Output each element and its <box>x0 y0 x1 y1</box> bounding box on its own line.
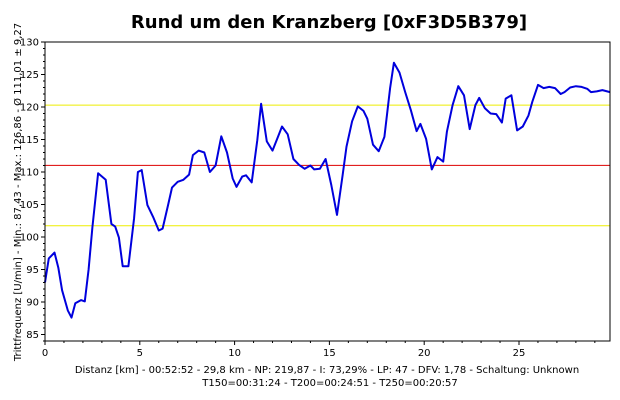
y-tick-label: 95 <box>26 265 39 276</box>
series-group <box>44 61 611 319</box>
x-tick-label: 20 <box>418 348 431 359</box>
x-tick-label: 5 <box>137 348 143 359</box>
y-tick-label: 130 <box>20 38 39 49</box>
x-axis-label-line2: T150=00:31:24 - T200=00:24:51 - T250=00:… <box>201 378 457 389</box>
y-tick-label: 100 <box>20 233 39 244</box>
y-tick-label: 120 <box>20 103 39 114</box>
x-axis: 0 5 10 15 20 25 <box>42 341 596 359</box>
y-tick-label: 105 <box>20 200 39 211</box>
x-axis-label-line1: Distanz [km] - 00:52:52 - 29,8 km - NP: … <box>75 365 579 376</box>
y-axis: 85 90 95 100 105 110 115 120 125 130 <box>20 38 45 342</box>
x-tick-label: 15 <box>323 348 336 359</box>
x-tick-label: 0 <box>42 348 48 359</box>
series-line-0 <box>44 61 611 319</box>
plot-area <box>45 42 610 341</box>
y-tick-label: 85 <box>26 330 39 341</box>
y-tick-label: 90 <box>26 298 39 309</box>
chart-title: Rund um den Kranzberg [0xF3D5B379] <box>131 12 527 33</box>
y-tick-label: 115 <box>20 135 39 146</box>
y-axis-label: Trittfrequenz [U/min] - Min.: 87,43 - Ma… <box>12 23 24 362</box>
y-tick-label: 110 <box>20 168 39 179</box>
x-tick-label: 25 <box>513 348 526 359</box>
y-tick-label: 125 <box>20 70 39 81</box>
x-tick-label: 10 <box>228 348 241 359</box>
